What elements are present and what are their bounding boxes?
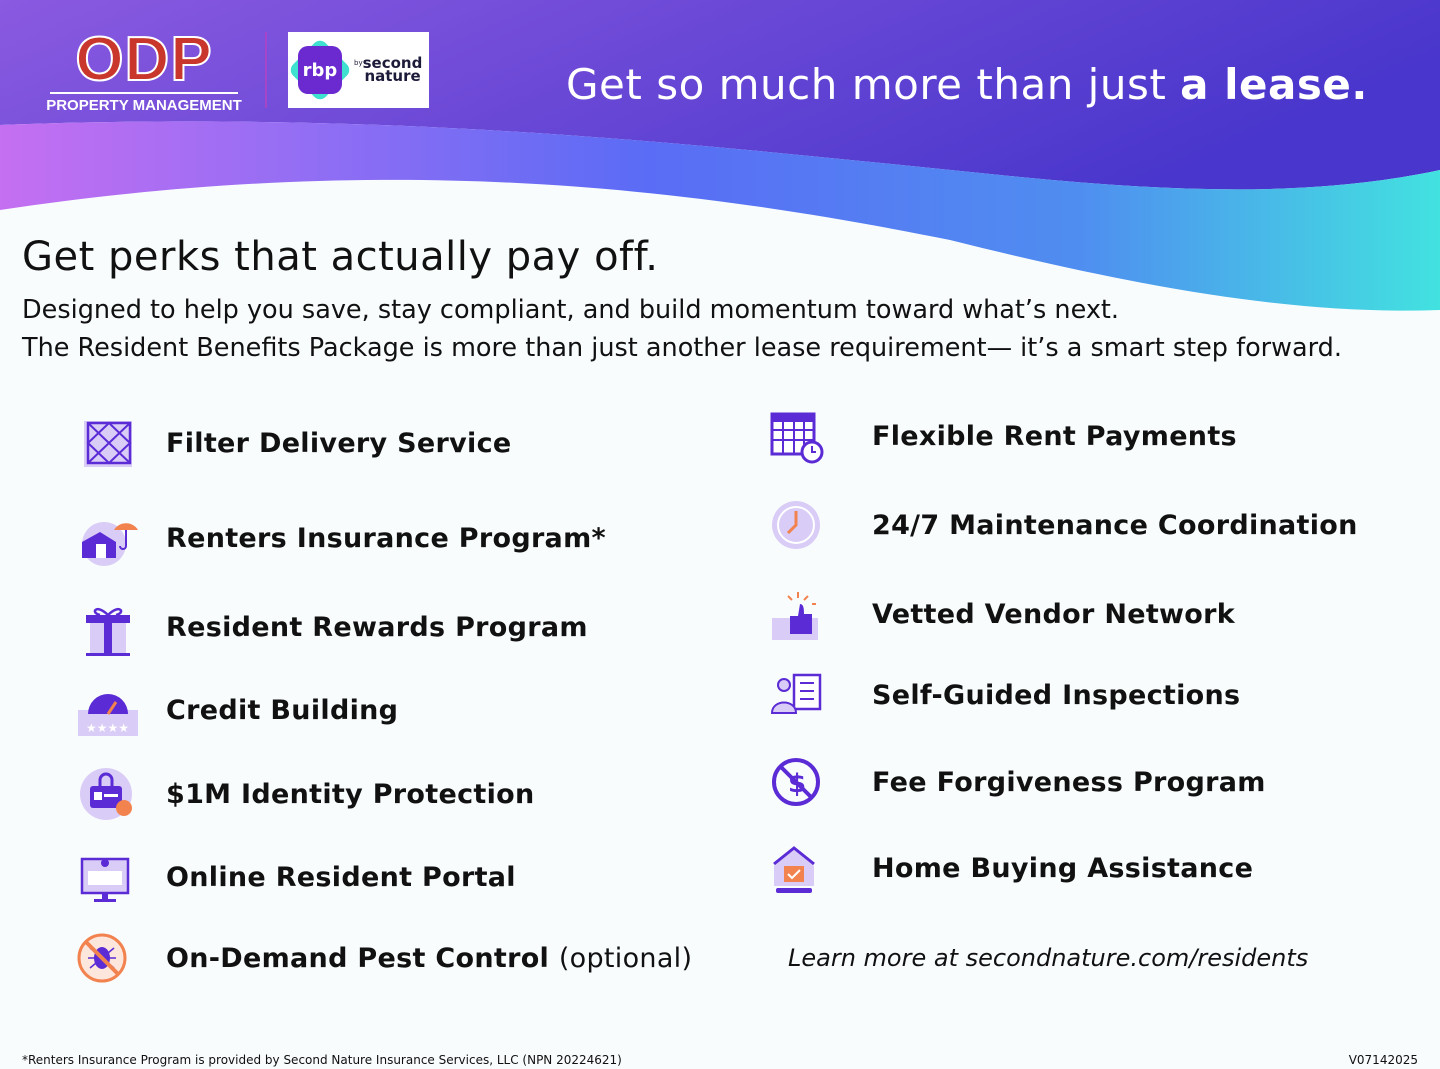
- credit-gauge-icon: ★★★★: [78, 694, 138, 736]
- svg-text:$: $: [788, 769, 806, 799]
- intro-line-1: Designed to help you save, stay complian…: [22, 295, 1120, 325]
- benefit-item: Flexible Rent Payments: [768, 406, 1237, 466]
- no-dollar-icon: $: [772, 758, 820, 806]
- benefit-item: ★★★★ Credit Building: [76, 680, 398, 740]
- page-heading: Get perks that actually pay off.: [22, 234, 659, 280]
- benefit-item: $ Fee Forgiveness Program: [768, 752, 1266, 812]
- second-nature-wordmark: bysecond nature: [354, 54, 423, 85]
- benefit-label: On-Demand Pest Control (optional): [166, 942, 693, 974]
- benefit-label: Filter Delivery Service: [166, 427, 512, 459]
- benefit-item: Filter Delivery Service: [76, 413, 512, 473]
- learn-more-link[interactable]: Learn more at secondnature.com/residents: [788, 944, 1309, 972]
- optional-note: (optional): [558, 942, 693, 974]
- benefit-label: Fee Forgiveness Program: [872, 766, 1266, 798]
- benefit-item: On-Demand Pest Control (optional): [76, 928, 692, 988]
- benefit-label: Flexible Rent Payments: [872, 420, 1237, 452]
- footer-version: V07142025: [1348, 1053, 1418, 1067]
- benefit-item: Renters Insurance Program*: [76, 508, 606, 568]
- tagline: Get so much more than just a lease.: [566, 60, 1368, 109]
- gift-icon: [86, 607, 130, 656]
- benefit-label: Online Resident Portal: [166, 861, 516, 893]
- logo-divider: [265, 32, 267, 108]
- benefit-item: Vetted Vendor Network: [768, 584, 1235, 644]
- intro-line-2: The Resident Benefits Package is more th…: [22, 333, 1342, 363]
- benefit-item: Self-Guided Inspections: [768, 665, 1240, 725]
- benefit-label: Self-Guided Inspections: [872, 679, 1241, 711]
- inspection-checklist-icon: [770, 673, 822, 714]
- benefit-label: Resident Rewards Program: [166, 611, 588, 643]
- no-bug-icon: [77, 933, 127, 983]
- benefit-label: Home Buying Assistance: [872, 852, 1254, 884]
- benefit-item: Home Buying Assistance: [768, 838, 1253, 898]
- benefit-item: Resident Rewards Program: [76, 597, 588, 657]
- svg-text:★★★★: ★★★★: [86, 721, 129, 735]
- benefit-label: 24/7 Maintenance Coordination: [872, 509, 1358, 541]
- odp-logo-mark: ODP: [74, 25, 213, 94]
- calendar-clock-icon: [770, 412, 824, 464]
- benefit-label: Vetted Vendor Network: [872, 598, 1236, 630]
- rbp-badge: rbp: [287, 37, 353, 103]
- thumbs-up-icon: [772, 592, 818, 640]
- air-filter-icon: [84, 421, 132, 467]
- benefit-item: $1M Identity Protection: [76, 764, 535, 824]
- odp-logo-rule: [50, 92, 238, 94]
- clock-icon: [772, 501, 820, 549]
- benefit-item: Online Resident Portal: [76, 847, 516, 907]
- benefit-item: 24/7 Maintenance Coordination: [768, 495, 1358, 555]
- odp-logo-subtitle: PROPERTY MANAGEMENT: [46, 97, 242, 114]
- benefit-label: Credit Building: [166, 694, 399, 726]
- computer-portal-icon: [80, 857, 130, 902]
- odp-logo: ODP PROPERTY MANAGEMENT: [44, 25, 244, 115]
- rbp-logo: rbp bysecond nature: [287, 32, 429, 108]
- benefit-label: Renters Insurance Program*: [166, 522, 606, 554]
- id-lock-icon: [80, 768, 132, 820]
- umbrella-house-icon: [82, 522, 138, 566]
- house-check-icon: [773, 846, 815, 893]
- footer-disclaimer: *Renters Insurance Program is provided b…: [22, 1053, 622, 1067]
- benefit-label: $1M Identity Protection: [166, 778, 535, 810]
